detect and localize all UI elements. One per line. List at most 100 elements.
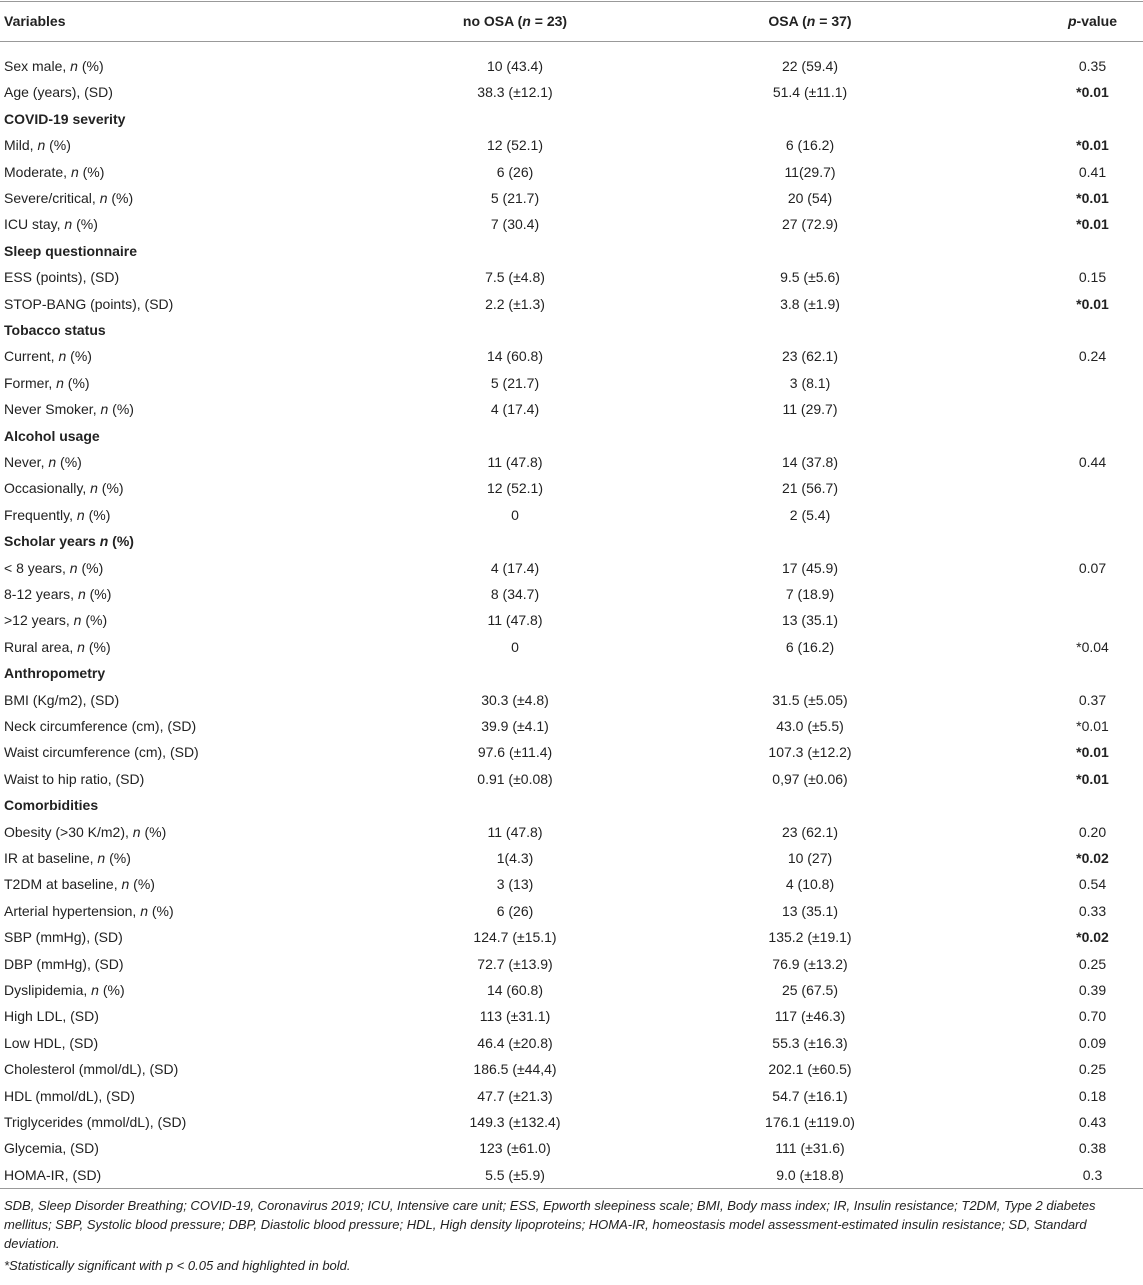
top-rule (0, 1, 1143, 2)
column-header: Variables (4, 13, 66, 29)
row-label: Arterial hypertension, n (%) (4, 902, 174, 919)
cell-value: 0.43 (1078, 1114, 1107, 1130)
row-label: STOP-BANG (points), (SD) (4, 295, 174, 312)
cell-value: 0.38 (1078, 1140, 1107, 1157)
cell-value: 135.2 (±19.1) (768, 929, 852, 946)
row-label: Low HDL, (SD) (4, 1034, 99, 1051)
row-label: Rural area, n (%) (4, 638, 111, 655)
cell-value: 76.9 (±13.2) (772, 955, 848, 972)
cell-value: *0.01 (1076, 190, 1109, 206)
row-label: IR at baseline, n (%) (4, 850, 131, 866)
cell-value: 9.0 (±18.8) (776, 1166, 844, 1183)
cell-value: 124.7 (±15.1) (473, 929, 557, 946)
cell-value: 0.54 (1078, 876, 1107, 893)
cell-value: *0.01 (1076, 744, 1109, 761)
cell-value: *0.01 (1076, 216, 1109, 233)
cell-value: 0 (511, 506, 519, 523)
cell-value: 46.4 (±20.8) (477, 1034, 553, 1051)
row-label: ICU stay, n (%) (4, 216, 98, 233)
cell-value: 11 (47.8) (487, 454, 543, 470)
cell-value: 186.5 (±44,4) (473, 1061, 557, 1078)
row-label: Age (years), (SD) (4, 84, 113, 101)
cell-value: 72.7 (±13.9) (477, 955, 553, 972)
footnote: SDB, Sleep Disorder Breathing; COVID-19,… (4, 1198, 1096, 1252)
section-header: Sleep questionnaire (4, 242, 138, 259)
cell-value: 176.1 (±119.0) (765, 1114, 855, 1130)
cell-value: *0.01 (1076, 137, 1109, 154)
cell-value: 10 (43.4) (486, 58, 544, 74)
row-label: 8-12 years, n (%) (4, 586, 112, 602)
cell-value: 202.1 (±60.5) (768, 1061, 852, 1078)
bottom-rule (0, 1188, 1143, 1190)
row-label: Never Smoker, n (%) (4, 401, 134, 418)
cell-value: 14 (60.8) (486, 348, 544, 365)
cell-value: 6 (26) (496, 902, 534, 919)
cell-value: 0.70 (1078, 1008, 1107, 1025)
section-header: Tobacco status (4, 322, 106, 338)
cell-value: 12 (52.1) (486, 137, 544, 154)
row-label: BMI (Kg/m2), (SD) (4, 691, 120, 708)
row-label: Frequently, n (%) (4, 506, 111, 523)
cell-value: 22 (59.4) (781, 58, 839, 74)
cell-value: 27 (72.9) (781, 216, 839, 233)
section-header: Comorbidities (4, 797, 99, 814)
cell-value: 117 (±46.3) (774, 1008, 846, 1025)
cell-value: 10 (27) (787, 850, 833, 866)
cell-value: 113 (±31.1) (479, 1008, 551, 1025)
cell-value: 3 (13) (496, 876, 534, 893)
row-label: Waist to hip ratio, (SD) (4, 770, 145, 787)
cell-value: 14 (60.8) (486, 982, 544, 998)
row-label: Waist circumference (cm), (SD) (4, 744, 199, 761)
cell-value: 11 (47.8) (487, 612, 543, 629)
row-label: Former, n (%) (4, 374, 90, 391)
cell-value: 31.5 (±5.05) (772, 691, 848, 708)
row-label: >12 years, n (%) (4, 612, 108, 629)
row-label: Glycemia, (SD) (4, 1140, 99, 1157)
cell-value: 11(29.7) (784, 163, 836, 180)
cell-value: 7 (30.4) (490, 216, 540, 233)
row-label: Cholesterol (mmol/dL), (SD) (4, 1061, 179, 1078)
cell-value: 20 (54) (787, 190, 833, 206)
cell-value: 13 (35.1) (781, 902, 839, 919)
section-header: Anthropometry (4, 665, 106, 682)
section-header: Alcohol usage (4, 427, 100, 444)
header-rule (0, 41, 1143, 42)
cell-value: 0.44 (1078, 454, 1107, 470)
cell-value: 14 (37.8) (781, 454, 839, 470)
cell-value: 43.0 (±5.5) (776, 718, 844, 734)
cell-value: 25 (67.5) (781, 982, 839, 998)
cell-value: 9.5 (±5.6) (780, 269, 840, 286)
cell-value: 3 (8.1) (789, 374, 831, 391)
cell-value: 47.7 (±21.3) (477, 1087, 553, 1104)
cell-value: 54.7 (±16.1) (772, 1087, 848, 1104)
row-label: < 8 years, n (%) (4, 559, 104, 576)
cell-value: 38.3 (±12.1) (477, 84, 553, 101)
cell-value: 0.41 (1078, 163, 1107, 180)
cell-value: 0 (511, 638, 519, 655)
row-label: High LDL, (SD) (4, 1008, 99, 1025)
cell-value: 0.09 (1078, 1034, 1107, 1051)
cell-value: 4 (17.4) (490, 401, 540, 418)
column-header: no OSA (n = 23) (462, 13, 568, 29)
section-header: Scholar years n (%) (4, 533, 134, 550)
cell-value: 11 (47.8) (487, 823, 543, 840)
cell-value: 0.39 (1078, 982, 1107, 998)
cell-value: 149.3 (±132.4) (469, 1114, 561, 1130)
cell-value: 1(4.3) (496, 850, 534, 866)
cell-value: 123 (±61.0) (479, 1140, 551, 1157)
cell-value: 5 (21.7) (490, 190, 540, 206)
row-label: Current, n (%) (4, 348, 92, 365)
footnote: *Statistically significant with p < 0.05… (4, 1258, 351, 1274)
cell-value: 0.20 (1078, 823, 1107, 840)
cell-value: 6 (26) (496, 163, 534, 180)
row-label: Mild, n (%) (4, 137, 71, 154)
cell-value: 0.15 (1078, 269, 1107, 286)
cell-value: 4 (17.4) (490, 559, 540, 576)
cell-value: 4 (10.8) (785, 876, 835, 893)
row-label: T2DM at baseline, n (%) (4, 876, 155, 893)
cell-value: 2.2 (±1.3) (485, 295, 545, 312)
row-label: Dyslipidemia, n (%) (4, 982, 125, 998)
cell-value: 0.35 (1078, 58, 1107, 74)
cell-value: 3.8 (±1.9) (780, 295, 840, 312)
